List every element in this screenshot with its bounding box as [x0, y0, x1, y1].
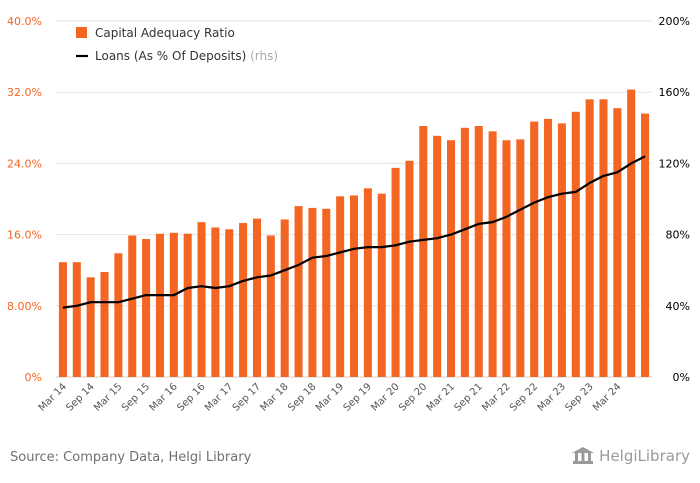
left-axis-tick-label: 8.00%	[7, 300, 42, 313]
bar	[114, 253, 123, 377]
x-tick-label: Mar 21	[425, 381, 457, 413]
bar	[86, 277, 95, 377]
bar	[502, 140, 511, 377]
x-tick-label: Mar 15	[92, 381, 124, 413]
library-building-icon	[572, 447, 595, 464]
x-tick-label: Mar 17	[203, 381, 235, 413]
bar	[322, 208, 331, 377]
x-tick-label: Mar 20	[369, 381, 401, 413]
right-axis-tick-label: 200%	[659, 15, 690, 28]
x-tick-label: Mar 14	[37, 381, 69, 413]
x-tick-label: Sep 17	[231, 381, 263, 413]
x-tick-label: Sep 19	[342, 381, 374, 413]
x-tick-label: Sep 20	[397, 381, 429, 413]
bar	[530, 121, 539, 377]
bar	[336, 196, 345, 377]
bar	[183, 233, 192, 377]
right-axis-tick-label: 40%	[666, 300, 690, 313]
bar	[405, 160, 414, 377]
bar	[516, 139, 525, 377]
bar	[169, 232, 178, 377]
bar	[627, 89, 636, 377]
bar	[294, 206, 303, 377]
x-tick-label: Sep 18	[286, 381, 318, 413]
x-tick-label: Mar 16	[148, 381, 180, 413]
x-tick-label: Sep 23	[563, 381, 595, 413]
right-axis-tick-label: 0%	[673, 371, 690, 384]
helgi-library-logo: HelgiLibrary	[571, 447, 690, 465]
bar	[252, 218, 261, 377]
right-axis-tick-label: 120%	[659, 157, 690, 170]
legend-swatch-bar	[76, 27, 87, 38]
bar	[349, 195, 359, 377]
bar	[599, 99, 608, 377]
bar	[128, 235, 137, 377]
bar	[613, 108, 622, 377]
x-tick-label: Sep 22	[508, 381, 540, 413]
right-axis-tick-label: 160%	[659, 86, 690, 99]
bar	[460, 127, 469, 377]
bar	[197, 222, 206, 377]
bar	[142, 239, 151, 377]
loans-line	[62, 155, 646, 309]
legend-label: Loans (As % Of Deposits) (rhs)	[95, 49, 278, 63]
x-tick-label: Sep 14	[64, 381, 96, 413]
left-axis-tick-label: 0%	[25, 371, 42, 384]
bar	[266, 235, 275, 377]
x-tick-label: Mar 19	[314, 381, 346, 413]
bar	[474, 126, 483, 378]
bar	[280, 219, 289, 377]
x-tick-label: Sep 16	[175, 381, 207, 413]
bar	[391, 167, 400, 377]
legend-label: Capital Adequacy Ratio	[95, 26, 235, 40]
bar	[58, 262, 67, 377]
bar	[447, 140, 456, 377]
x-tick-label: Mar 23	[536, 381, 568, 413]
bar	[211, 227, 220, 377]
bar	[585, 99, 594, 377]
x-tick-label: Mar 18	[258, 381, 290, 413]
bar	[488, 131, 497, 377]
legend-rhs-suffix: (rhs)	[250, 49, 278, 63]
bar	[72, 262, 81, 377]
bar	[544, 118, 553, 378]
bar	[100, 271, 109, 377]
bar	[419, 126, 428, 378]
logo-text: HelgiLibrary	[599, 447, 690, 465]
bar	[239, 223, 248, 377]
x-tick-label: Sep 15	[120, 381, 152, 413]
x-tick-label: Mar 22	[480, 381, 512, 413]
bar	[308, 207, 317, 377]
bar	[225, 229, 234, 377]
x-tick-label: Sep 21	[453, 381, 485, 413]
right-axis-tick-label: 80%	[666, 229, 690, 242]
x-tick-label: Mar 24	[591, 381, 623, 413]
left-axis-tick-label: 32.0%	[7, 86, 42, 99]
bar	[571, 111, 580, 377]
bar	[377, 193, 386, 377]
bar	[363, 188, 372, 377]
bar	[557, 123, 566, 377]
left-axis-tick-label: 24.0%	[7, 157, 42, 170]
bar	[433, 135, 442, 377]
bar	[155, 233, 164, 377]
bar	[641, 113, 650, 377]
left-axis-tick-label: 16.0%	[7, 229, 42, 242]
left-axis-tick-label: 40.0%	[7, 15, 42, 28]
source-note: Source: Company Data, Helgi Library	[10, 450, 252, 465]
